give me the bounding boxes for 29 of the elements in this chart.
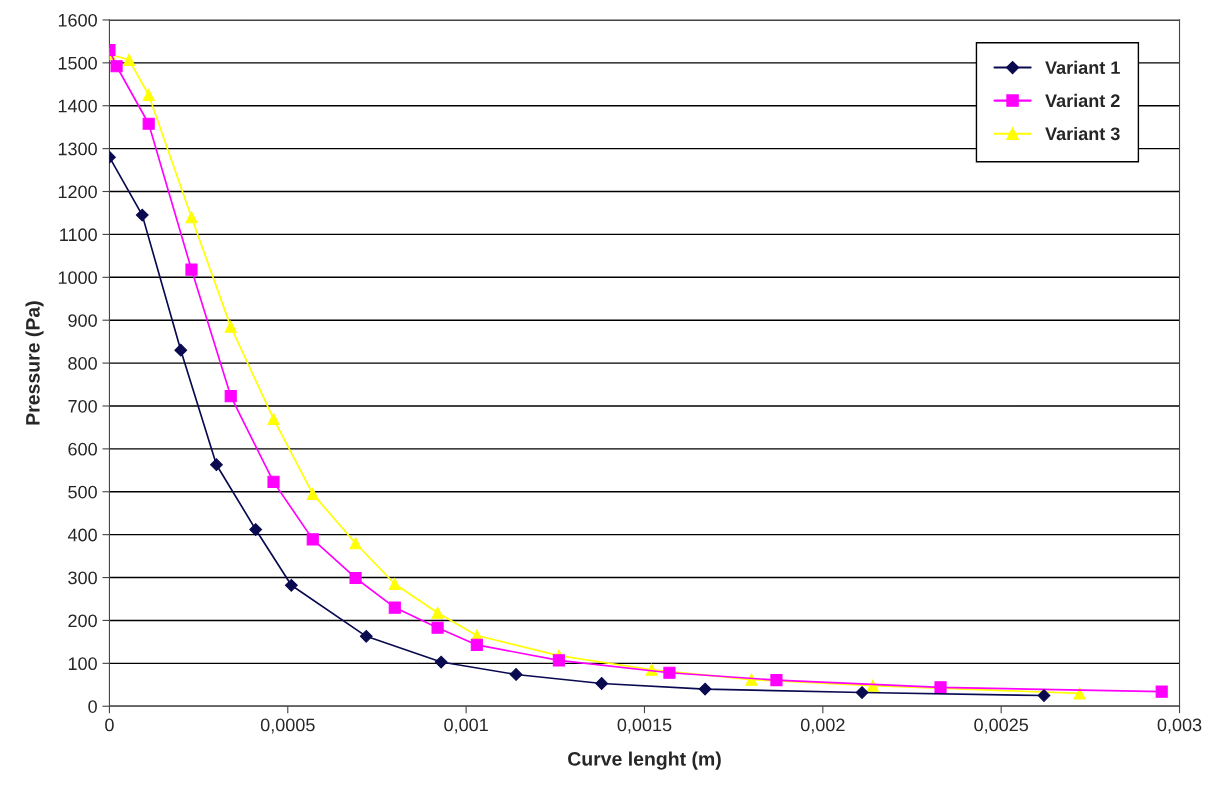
- y-tick-label: 0: [88, 700, 97, 713]
- y-tick-label: 300: [68, 571, 97, 585]
- y-tick-label: 1500: [58, 56, 97, 70]
- y-axis-title: Pressure (Pa): [25, 301, 44, 425]
- y-tick-label: 200: [68, 614, 97, 628]
- x-tick-label: 0,002: [800, 718, 845, 734]
- y-tick-label: 700: [68, 399, 97, 413]
- y-tick-label: 1600: [58, 13, 97, 27]
- y-tick-label: 100: [68, 657, 97, 671]
- y-tick-label: 1200: [58, 185, 97, 199]
- y-tick-label: 1000: [58, 271, 97, 285]
- y-tick-label: 600: [68, 442, 97, 456]
- x-axis-title: Curve lenght (m): [568, 751, 721, 770]
- legend-label: Variant 3: [1045, 126, 1120, 141]
- legend-label: Variant 2: [1045, 93, 1120, 108]
- x-tick-label: 0,0015: [617, 718, 672, 734]
- y-tick-label: 400: [67, 528, 97, 542]
- x-tick-label: 0,0005: [260, 718, 315, 734]
- y-tick-label: 500: [68, 485, 97, 499]
- y-tick-label: 1300: [58, 142, 97, 156]
- x-tick-label: 0: [105, 718, 114, 732]
- legend-label: Variant 1: [1045, 60, 1120, 75]
- x-tick-label: 0,003: [1157, 718, 1202, 734]
- y-tick-label: 1400: [58, 99, 97, 113]
- y-tick-label: 800: [68, 357, 97, 370]
- y-tick-label: 1100: [60, 228, 97, 242]
- x-tick-label: 0,001: [444, 718, 488, 734]
- y-tick-label: 900: [68, 314, 97, 327]
- x-tick-label: 0,0025: [974, 718, 1029, 734]
